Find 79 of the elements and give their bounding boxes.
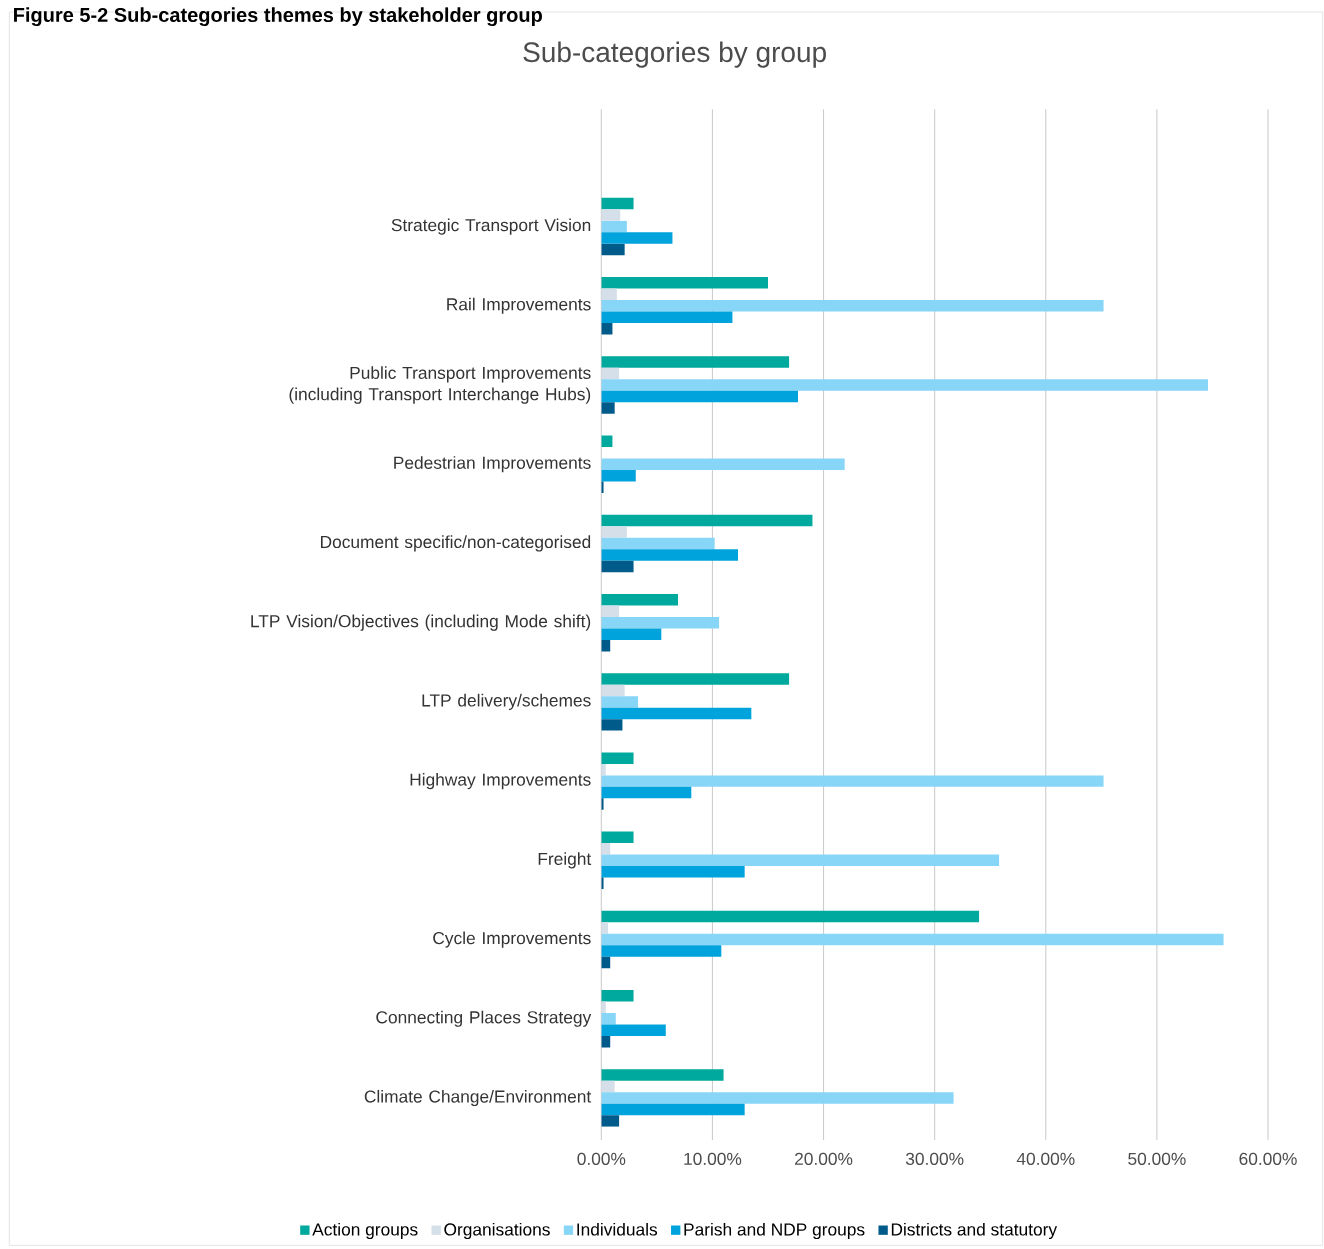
y-tick-label: Highway Improvements bbox=[410, 772, 591, 790]
legend-label: Organisations bbox=[444, 1222, 550, 1239]
y-tick-label: LTP delivery/schemes bbox=[422, 693, 591, 710]
bar bbox=[601, 549, 738, 561]
bar bbox=[601, 197, 634, 210]
bar bbox=[601, 842, 611, 855]
bar bbox=[601, 1080, 615, 1093]
bar bbox=[601, 402, 615, 414]
x-tick-label: 50.00% bbox=[1128, 1152, 1186, 1165]
y-tick-label: Public Transport Improvements (including Transport Interchange Hubs) bbox=[289, 366, 591, 404]
bar bbox=[601, 367, 620, 380]
bar bbox=[601, 514, 813, 527]
bar bbox=[601, 209, 621, 221]
x-tick-label: 60.00% bbox=[1239, 1152, 1297, 1165]
bar bbox=[601, 775, 1104, 787]
bar bbox=[601, 288, 617, 300]
legend-label: Individuals bbox=[577, 1222, 658, 1236]
y-tick-label: LTP Vision/Objectives (including Mode shift) bbox=[251, 614, 591, 631]
x-tick-label: 10.00% bbox=[684, 1152, 742, 1165]
bar bbox=[601, 945, 722, 957]
bar bbox=[601, 356, 790, 368]
y-tick-label: Pedestrian Improvements bbox=[394, 455, 591, 473]
bar bbox=[601, 910, 980, 923]
legend-label: Districts and statutory bbox=[891, 1222, 1058, 1239]
bar bbox=[601, 696, 638, 708]
bar bbox=[601, 311, 733, 323]
bar bbox=[601, 684, 625, 696]
legend-label: Action groups bbox=[312, 1222, 418, 1239]
bar bbox=[601, 616, 720, 629]
bar bbox=[601, 390, 798, 403]
bar bbox=[601, 243, 625, 256]
bar bbox=[601, 469, 636, 482]
bar bbox=[601, 593, 678, 606]
chart-title: Sub-categories by group bbox=[523, 41, 826, 68]
bar bbox=[601, 831, 634, 843]
bar bbox=[601, 752, 634, 764]
y-tick-label: Connecting Places Strategy bbox=[376, 1010, 592, 1027]
y-tick-label: Cycle Improvements bbox=[433, 931, 591, 948]
y-tick-label: Rail Improvements bbox=[447, 297, 591, 314]
bar bbox=[601, 560, 634, 573]
bar bbox=[601, 220, 627, 233]
caption: Figure 5-2 Sub-categories themes by stakeholder group bbox=[14, 7, 542, 26]
bar bbox=[601, 718, 623, 731]
bar bbox=[601, 322, 613, 335]
bar bbox=[601, 786, 692, 799]
bar bbox=[601, 1035, 611, 1048]
bar bbox=[601, 458, 845, 470]
bar bbox=[601, 605, 620, 617]
bar bbox=[601, 673, 790, 685]
x-tick-label: 0.00% bbox=[577, 1152, 626, 1165]
bar bbox=[601, 379, 1208, 391]
bar bbox=[601, 628, 662, 640]
bar bbox=[601, 537, 715, 550]
bar bbox=[601, 481, 604, 493]
legend-label: Parish and NDP groups bbox=[684, 1222, 865, 1239]
bar bbox=[601, 526, 627, 538]
bar bbox=[601, 1115, 620, 1127]
x-tick-label: 20.00% bbox=[795, 1152, 853, 1165]
bar bbox=[601, 933, 1224, 946]
x-tick-label: 30.00% bbox=[905, 1152, 964, 1165]
bar bbox=[601, 922, 608, 934]
bar bbox=[601, 276, 768, 289]
bar bbox=[601, 707, 752, 719]
x-tick-label: 40.00% bbox=[1016, 1152, 1075, 1165]
y-tick-label: Freight bbox=[538, 852, 592, 869]
bar bbox=[601, 989, 634, 1002]
bar bbox=[601, 1092, 954, 1104]
bar bbox=[601, 865, 745, 878]
bar bbox=[601, 1024, 666, 1036]
bar bbox=[601, 1069, 724, 1081]
bar bbox=[601, 1103, 745, 1116]
y-tick-label: Document specific/non-categorised bbox=[321, 535, 591, 552]
bar bbox=[601, 232, 673, 244]
y-tick-label: Climate Change/Environment bbox=[364, 1089, 592, 1106]
bar bbox=[601, 1012, 616, 1025]
y-tick-label: Strategic Transport Vision bbox=[391, 218, 591, 235]
bar bbox=[601, 854, 1000, 866]
bar bbox=[601, 299, 1104, 312]
bar bbox=[601, 798, 604, 810]
